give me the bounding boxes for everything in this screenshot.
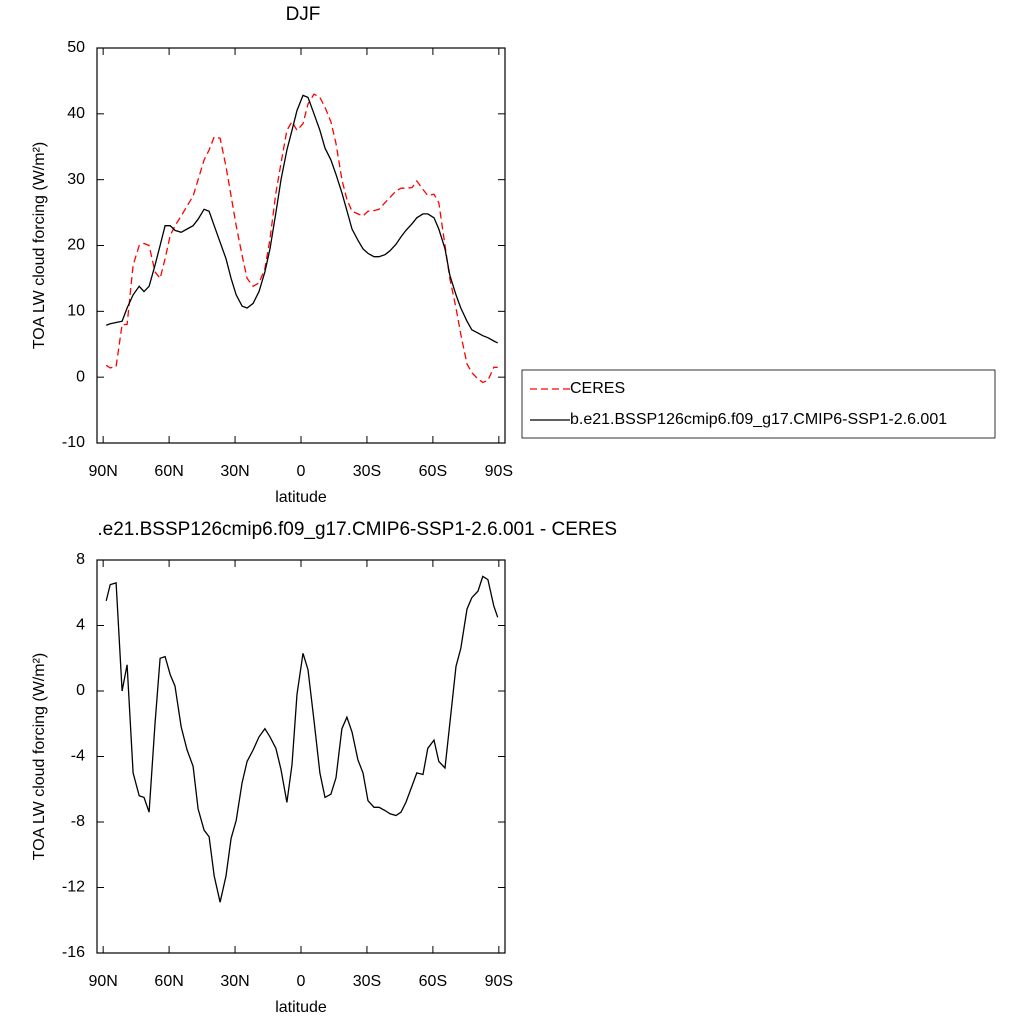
legend-box [521, 369, 996, 439]
x-tick-label: 90N [88, 463, 117, 480]
series-line [105, 93, 498, 384]
y-tick-label: -4 [71, 748, 85, 765]
x-tick-label: 30N [220, 463, 249, 480]
y-tick-label: 4 [76, 617, 85, 634]
x-tick-label: 90S [485, 973, 513, 990]
series-line [105, 575, 499, 903]
y-tick-label: 8 [76, 551, 85, 568]
x-tick-label: 60N [154, 463, 183, 480]
x-tick-label: 60N [154, 973, 183, 990]
x-tick-label: 30S [353, 463, 381, 480]
y-axis-label: TOA LW cloud forcing (W/m²) [31, 142, 48, 349]
x-tick-label: 30N [220, 973, 249, 990]
y-tick-label: 0 [76, 682, 85, 699]
chart-title: DJF [286, 4, 321, 25]
legend-label: b.e21.BSSP126cmip6.f09_g17.CMIP6-SSP1-2.… [570, 411, 947, 428]
x-tick-label: 30S [353, 973, 381, 990]
x-axis-label: latitude [275, 489, 327, 506]
y-tick-label: -8 [71, 813, 85, 830]
y-axis-label: TOA LW cloud forcing (W/m²) [31, 653, 48, 860]
x-tick-label: 90N [88, 973, 117, 990]
y-tick-label: 20 [67, 237, 85, 254]
x-tick-label: 60S [419, 463, 447, 480]
legend-label: CERES [570, 380, 625, 397]
y-tick-label: 30 [67, 171, 85, 188]
y-tick-label: 50 [67, 39, 85, 56]
x-tick-label: 90S [485, 463, 513, 480]
y-tick-label: -12 [62, 879, 85, 896]
x-tick-label: 0 [297, 973, 306, 990]
y-tick-label: -10 [62, 434, 85, 451]
y-tick-label: 0 [76, 368, 85, 385]
series-line [105, 94, 498, 344]
y-tick-label: 10 [67, 303, 85, 320]
y-tick-label: 40 [67, 105, 85, 122]
x-tick-label: 60S [419, 973, 447, 990]
y-tick-label: -16 [62, 944, 85, 961]
plot-frame [96, 559, 506, 954]
x-tick-label: 0 [297, 463, 306, 480]
x-axis-label: latitude [275, 999, 327, 1016]
chart-title: .e21.BSSP126cmip6.f09_g17.CMIP6-SSP1-2.6… [97, 519, 617, 540]
